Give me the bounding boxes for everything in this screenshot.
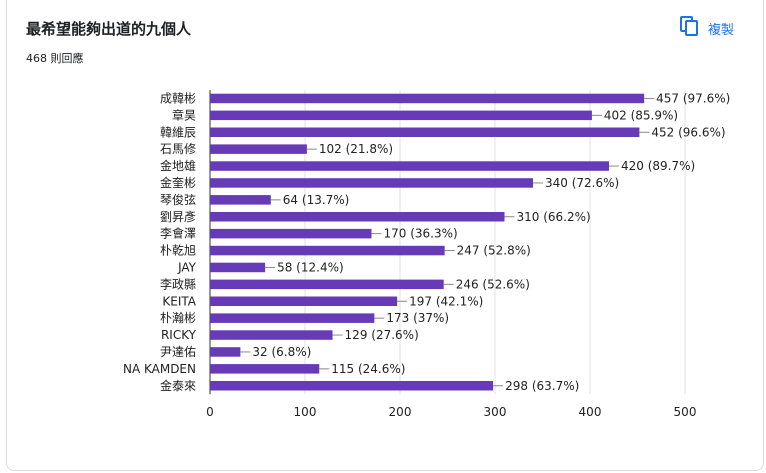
data-label: 298 (63.7%) [505, 379, 579, 393]
category-label: 李會澤 [160, 226, 196, 241]
bar [210, 195, 271, 205]
bar [210, 296, 398, 306]
data-label: 247 (52.8%) [457, 244, 531, 258]
data-label: 115 (24.6%) [331, 362, 405, 376]
data-label: 173 (37%) [386, 311, 449, 325]
data-label: 197 (42.1%) [409, 294, 483, 308]
bar [210, 245, 445, 256]
copy-button[interactable]: 複製 [680, 14, 734, 42]
category-label: 成韓彬 [160, 91, 196, 105]
category-label: 李政縣 [160, 276, 196, 291]
x-tick-label: 400 [579, 405, 602, 419]
chart-bars [210, 93, 645, 391]
value-labels: 457 (97.6%) 402 (85.9%) 452 (96.6%) 102 (21… [240, 91, 730, 393]
data-label: 340 (72.6%) [545, 176, 619, 190]
x-tick-label: 0 [206, 405, 214, 419]
data-label: 58 (12.4%) [277, 260, 344, 274]
category-label: 尹達佑 [160, 345, 196, 359]
data-label: 102 (21.8%) [319, 142, 393, 156]
copy-label: 複製 [708, 22, 735, 38]
data-label: 170 (36.3%) [384, 227, 458, 241]
category-label: 章昊 [172, 107, 196, 122]
chart-grid [209, 90, 686, 395]
category-label: 朴瀚彬 [160, 310, 196, 325]
data-label: 420 (89.7%) [621, 159, 695, 173]
category-label: 金地雄 [160, 158, 196, 173]
category-label: 劉昇彥 [160, 209, 196, 224]
bar [210, 110, 592, 121]
bar [210, 178, 533, 188]
bar [210, 347, 241, 357]
response-count: 468 則回應 [26, 52, 84, 65]
bar [210, 262, 266, 273]
x-tick-label: 500 [674, 405, 697, 419]
category-label: 石馬修 [160, 141, 196, 156]
category-label: 韓維辰 [160, 125, 196, 139]
data-label: 246 (52.6%) [456, 277, 530, 291]
response-card [6, 0, 764, 471]
data-label: 129 (27.6%) [345, 328, 419, 342]
bar [210, 144, 307, 154]
x-tick-label: 200 [389, 405, 412, 419]
category-label: 朴乾旭 [160, 243, 196, 258]
bar [210, 330, 333, 340]
x-tick-label: 100 [294, 405, 317, 419]
x-tick-label: 300 [484, 405, 507, 419]
data-label: 457 (97.6%) [656, 91, 730, 105]
category-label: RICKY [161, 328, 197, 342]
category-label: 金泰來 [160, 378, 196, 393]
bar [210, 313, 375, 323]
data-label: 310 (66.2%) [517, 210, 591, 224]
bar [210, 364, 320, 374]
x-axis-ticks: 0 100 200 300 400 500 [206, 405, 696, 419]
data-label: 402 (85.9%) [604, 108, 678, 122]
data-label: 452 (96.6%) [651, 125, 725, 139]
bar [210, 127, 640, 137]
question-title: 最希望能夠出道的九個人 [26, 20, 192, 38]
data-label: 32 (6.8%) [252, 345, 311, 359]
bar [210, 212, 505, 222]
data-label: 64 (13.7%) [283, 193, 350, 207]
category-label: JAY [177, 260, 197, 274]
bar [210, 279, 444, 290]
category-label: 琴俊弦 [160, 192, 196, 207]
category-label: NA KAMDEN [123, 362, 196, 376]
bar [210, 381, 494, 391]
bar [210, 93, 645, 104]
bar [210, 161, 609, 171]
copy-icon [680, 16, 698, 40]
bar [210, 228, 372, 239]
category-label: KEITA [162, 294, 196, 308]
category-label: 金奎彬 [160, 175, 196, 190]
